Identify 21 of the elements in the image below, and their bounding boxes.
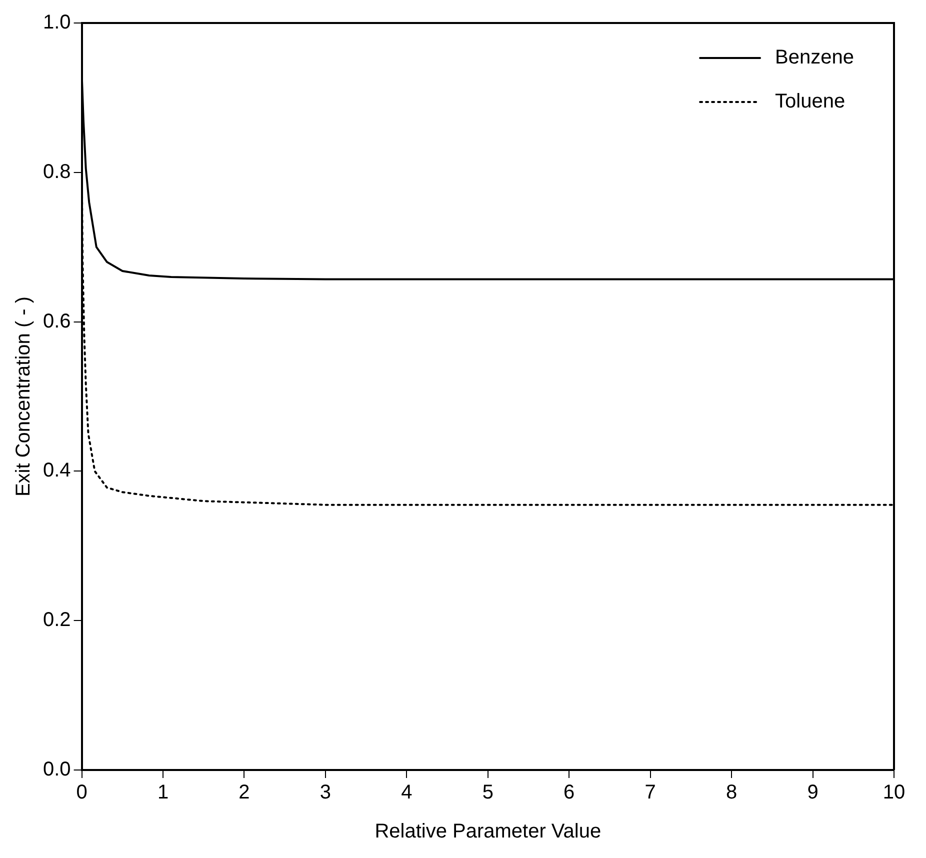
x-axis-title: Relative Parameter Value <box>374 820 602 843</box>
x-tick-label: 0 <box>76 782 88 804</box>
y-tick-label: 1.0 <box>42 12 71 34</box>
x-tick-label: 1 <box>157 782 169 804</box>
x-tick-label: 9 <box>807 782 818 804</box>
x-tick-label: 7 <box>644 782 656 804</box>
y-tick-label: 0.0 <box>42 758 71 781</box>
x-tick-label: 5 <box>482 782 494 804</box>
legend-label: Toluene <box>775 90 846 113</box>
y-tick-label: 0.8 <box>42 160 71 183</box>
y-axis-title: Exit Concentration ( - ) <box>12 296 35 497</box>
x-tick-label: 8 <box>726 782 738 804</box>
x-tick-label: 3 <box>320 782 332 804</box>
legend-label: Benzene <box>775 46 854 69</box>
y-tick-label: 0.6 <box>42 310 71 332</box>
x-tick-label: 2 <box>238 782 250 804</box>
y-tick-label: 0.2 <box>42 609 71 632</box>
x-tick-label: 10 <box>882 782 906 804</box>
x-tick-label: 4 <box>401 782 412 804</box>
y-tick-label: 0.4 <box>42 460 71 482</box>
x-tick-label: 6 <box>564 782 575 804</box>
